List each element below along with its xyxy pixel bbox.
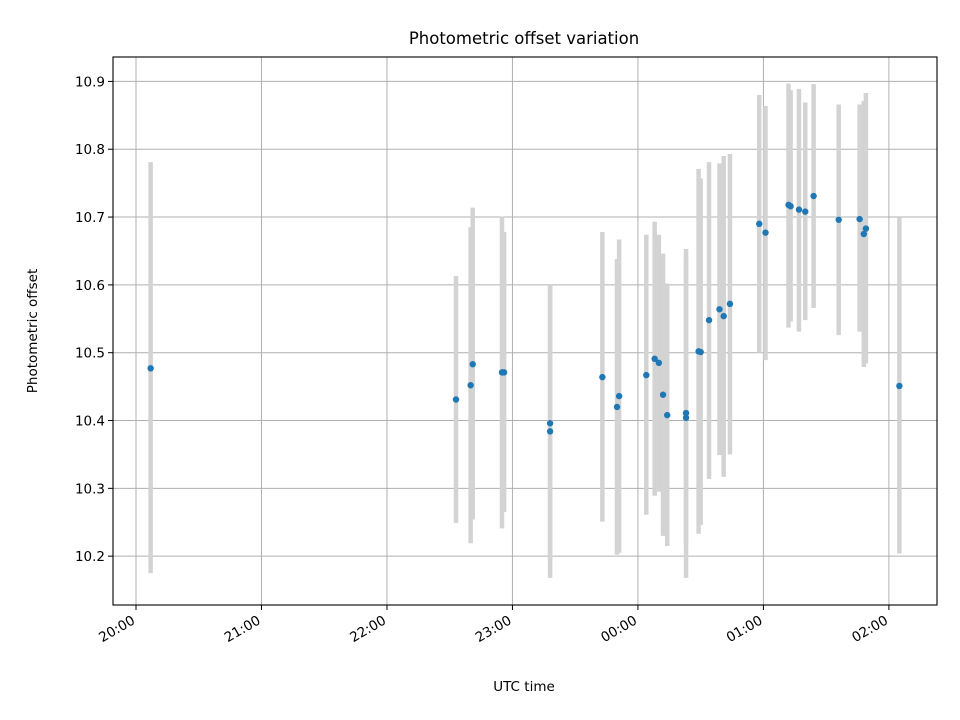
data-point [147,365,154,372]
data-point [762,229,769,236]
y-tick-label: 10.6 [75,278,105,294]
x-axis-label: UTC time [493,679,555,695]
x-tick-label: 02:00 [849,613,891,646]
x-tick-label: 23:00 [473,613,515,646]
data-point [862,225,870,232]
y-axis-label: Photometric offset [25,269,41,393]
data-point [682,414,690,422]
x-tick-label: 22:00 [347,613,389,646]
data-point [643,371,650,379]
data-point [835,216,842,223]
x-tick-label: 00:00 [598,613,640,646]
data-point [469,361,476,368]
y-tick-label: 10.9 [75,74,105,90]
data-point [787,203,794,210]
data-point [655,359,663,367]
data-point [860,230,868,238]
chart-title: Photometric offset variation [409,29,639,48]
x-tick-label: 01:00 [724,613,766,646]
data-points [147,192,903,435]
y-tick-label: 10.7 [75,210,105,226]
y-tick-label: 10.4 [75,414,105,430]
data-point [795,206,803,213]
data-point [697,348,704,356]
data-point [651,355,658,363]
data-point [896,382,903,390]
data-point [659,391,667,398]
data-point [682,409,690,417]
y-tick-label: 10.5 [75,346,105,362]
data-point [613,403,621,411]
data-point [726,300,734,308]
data-point [615,392,623,400]
x-tick-label: 20:00 [96,613,138,646]
data-point [802,208,809,215]
data-point [705,316,713,324]
data-point [756,220,763,228]
data-point [467,382,474,389]
plot-frame [112,56,938,606]
data-point [500,369,508,376]
data-point [599,373,606,381]
data-point [546,420,554,427]
data-point [546,428,554,435]
x-tick-label: 21:00 [222,613,264,646]
data-point [452,396,460,403]
data-point [856,215,863,223]
data-point [810,192,817,200]
data-point [720,312,727,320]
x-axis: 20:00 21:00 22:00 23:00 00:00 01:00 02:00 [96,605,891,646]
y-tick-label: 10.3 [75,481,105,497]
error-bars [148,83,902,578]
data-point [716,306,723,313]
data-point [664,411,671,419]
y-tick-label: 10.8 [75,142,105,158]
y-axis: 10.2 10.3 10.4 10.5 10.6 10.7 10.8 10.9 [75,74,113,565]
y-tick-label: 10.2 [75,549,105,565]
